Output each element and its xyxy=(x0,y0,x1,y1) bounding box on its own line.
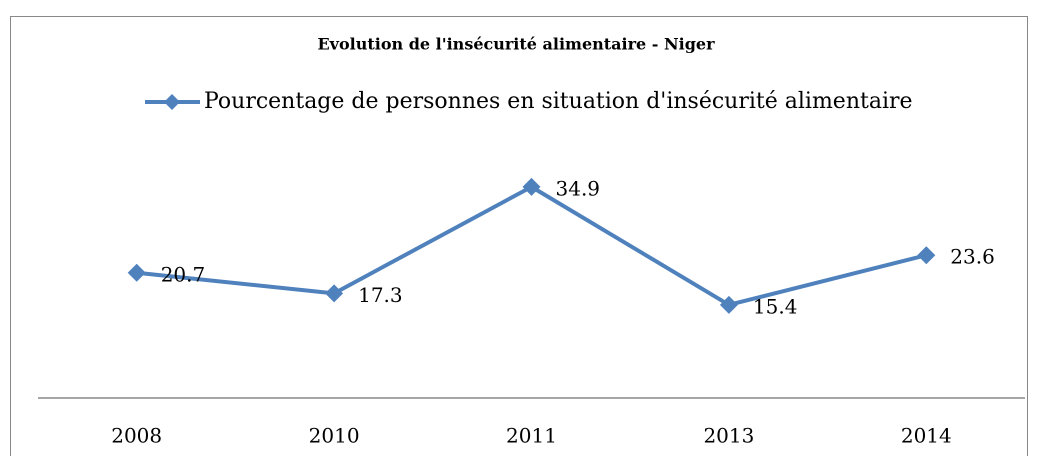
x-tick-label: 2008 xyxy=(111,424,162,448)
x-tick-label: 2013 xyxy=(703,424,754,448)
x-tick-label: 2010 xyxy=(309,424,360,448)
data-point xyxy=(522,177,541,196)
data-point xyxy=(325,284,344,303)
data-label: 23.6 xyxy=(950,245,995,269)
legend-marker xyxy=(164,94,180,110)
x-tick-label: 2014 xyxy=(901,424,952,448)
data-point xyxy=(719,295,738,314)
data-label: 17.3 xyxy=(358,283,403,307)
data-label: 15.4 xyxy=(753,294,798,318)
legend-label: Pourcentage de personnes en situation d'… xyxy=(204,89,913,114)
data-label: 34.9 xyxy=(556,176,601,200)
data-point xyxy=(917,246,936,265)
data-point xyxy=(127,263,146,282)
chart-title: Evolution de l'insécurité alimentaire - … xyxy=(317,35,715,54)
data-label: 20.7 xyxy=(161,262,206,286)
x-tick-label: 2011 xyxy=(506,424,557,448)
chart-border xyxy=(10,16,1028,456)
